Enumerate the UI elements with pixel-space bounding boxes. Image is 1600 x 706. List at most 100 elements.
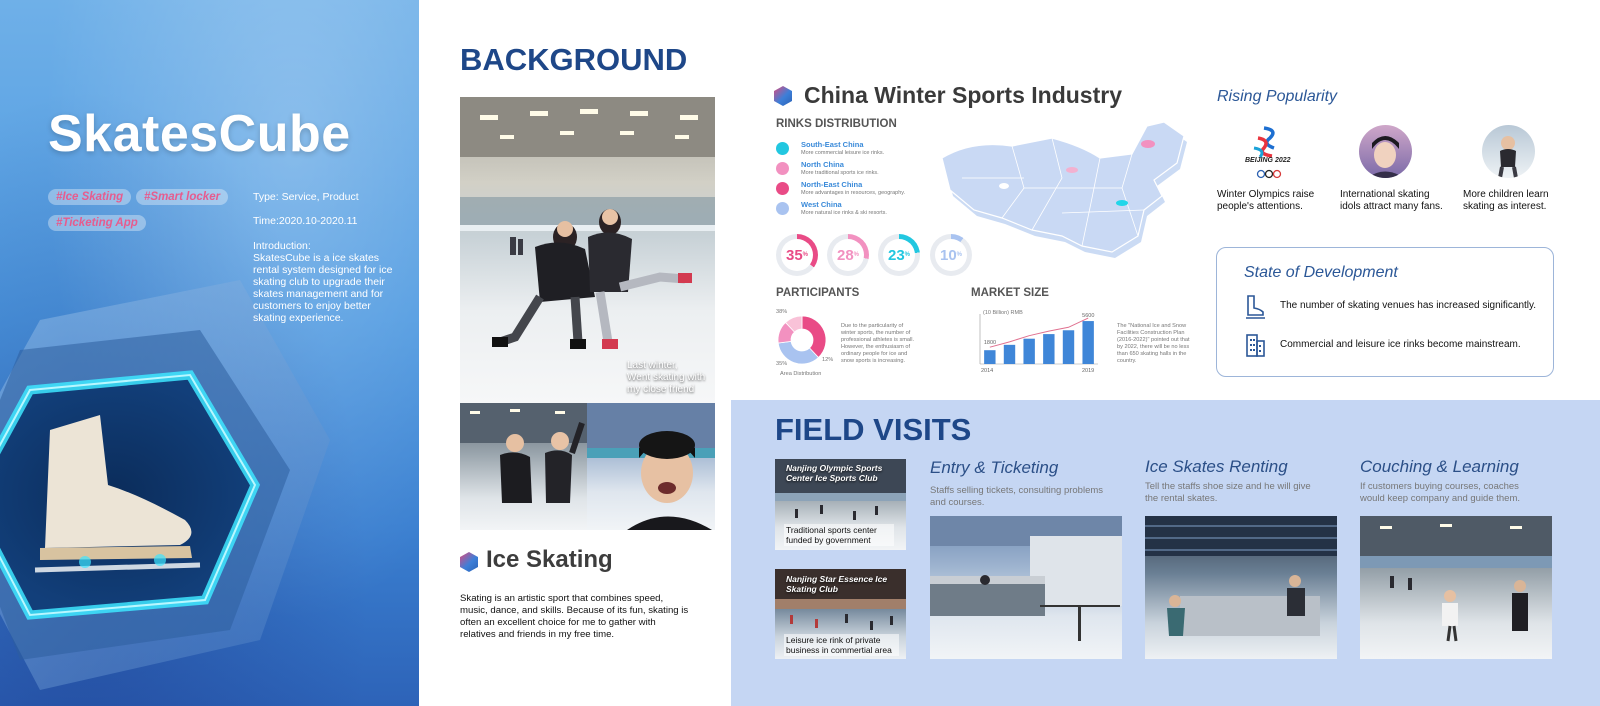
project-intro: Introduction: SkatesCube is a ice skates… [253,240,393,324]
participants-area-caption: Area Distribution [780,371,822,377]
percentage-ring-south-east: 23% [878,234,920,276]
intro-text: SkatesCube is a ice skates rental system… [253,252,393,324]
step-desc-learning: If customers buying courses, coaches wou… [1360,481,1521,504]
skating-photo-main: Last winter, Went skating with my close … [460,97,715,403]
olympic-rink-scene [775,459,906,520]
percentage-value: 28% [832,239,864,271]
percentage-ring-north: 28% [827,234,869,276]
club-name-star-essence: Nanjing Star Essence Ice Skating Club [786,574,888,594]
skate-icon [1246,295,1265,319]
hero-panel: SkatesCube #Ice Skating #Smart locker #T… [0,0,419,706]
rink-region-name: North China [801,160,844,169]
rink-region-desc: More commercial leisure ice rinks. [801,150,885,156]
rink-region-desc: More natural ice rinks & ski resorts. [801,210,887,216]
club-photo-star-essence: Nanjing Star Essence Ice Skating Club Le… [775,569,906,659]
rink-region-name: South-East China [801,140,864,149]
tag-ice-skating: #Ice Skating [48,189,132,205]
caption-line-1: Last winter, [627,360,678,371]
skate-rental-scene [1145,516,1337,636]
market-size-label: MARKET SIZE [971,287,1049,299]
skating-idol-avatar [1359,125,1412,178]
club-photo-olympic-center: Nanjing Olympic Sports Center Ice Sports… [775,459,906,550]
china-map [941,121,1187,258]
idol-portrait [1367,136,1404,178]
rink-region-name: West China [801,200,842,209]
beijing-2022-logo [1253,126,1282,179]
ice-skating-heading: Ice Skating [486,546,613,573]
tag-smart-locker: #Smart locker [136,189,229,205]
pie-slice-0 [801,315,827,359]
percentage-value: 23% [883,239,915,271]
market-trend-line [989,317,1089,348]
market-size-bar-chart: (10 Billion) RMB 1800 5600 2014 2019 [979,310,1098,374]
club-name-olympic: Nanjing Olympic Sports Center Ice Sports… [786,463,883,483]
rink-region-desc: More traditional sports ice rinks. [801,170,879,176]
rising-popularity-heading: Rising Popularity [1217,88,1338,105]
market-bar-2017 [1043,334,1055,364]
popularity-caption-olympics: Winter Olympics raise people's attention… [1217,189,1315,212]
state-item-venues: The number of skating venues has increas… [1280,300,1537,311]
participants-pct-left: 35% [776,361,788,367]
x-tick-label: 2019 [1082,368,1094,374]
popularity-caption-children: More children learn skating as interest. [1463,189,1549,212]
state-of-development-card [1216,247,1554,377]
market-bar-2019 [1082,321,1094,364]
legend-dot [776,162,789,175]
caption-line-2: Went skating with [627,372,706,383]
hexagon-bullet-icon [774,86,792,106]
legend-dot [776,182,789,195]
hexagon-bullet-icon [460,552,478,572]
caption-line-3: my close friend [627,384,695,395]
step-desc-renting: Tell the staffs shoe size and he will gi… [1145,481,1311,504]
building-icon [1246,334,1265,357]
pie-slice-3 [785,315,803,333]
ice-skating-description: Skating is an artistic sport that combin… [460,593,689,640]
market-bar-2018 [1062,330,1075,364]
selfie-scene [587,403,715,530]
market-bar-2015 [1003,344,1016,364]
skating-photo-selfie [587,403,715,530]
coaching-scene [1360,516,1552,642]
beijing-2022-logo-text: BEIJING 2022 [1245,157,1291,164]
rinks-distribution-label: RINKS DISTRIBUTION [776,118,897,130]
rink-scene [460,97,715,349]
club-desc-star-essence: Leisure ice rink of private business in … [784,634,899,656]
skating-photo-friends [460,403,587,530]
child-skater-avatar [1482,125,1535,178]
rink-region-name: North-East China [801,180,863,189]
friends-scene [460,403,587,503]
percentage-value: 35% [781,239,813,271]
club-desc-olympic: Traditional sports center funded by gove… [784,524,894,546]
market-bar-2016 [1023,338,1035,364]
industry-heading: China Winter Sports Industry [804,82,1122,108]
percentage-value: 10% [935,239,967,271]
state-of-development-heading: State of Development [1244,264,1398,281]
legend-dot [776,202,789,215]
participants-note: Due to the particularity of winter sport… [841,323,915,364]
rink-region-desc: More advantages in resources, geography. [801,190,906,196]
participants-pct-right: 12% [822,357,834,363]
project-type: Type: Service, Product [253,191,359,203]
field-visits-heading: FIELD VISITS [775,412,972,447]
legend-dot [776,142,789,155]
participants-pct-top: 38% [776,309,788,315]
intro-label: Introduction: [253,240,311,252]
background-heading: BACKGROUND [460,42,688,77]
participants-pie-chart [777,315,827,365]
market-value-label: 5600 [1082,313,1094,319]
ticket-counter-scene [930,516,1122,641]
step-title-learning: Couching & Learning [1360,457,1519,476]
photo-caption: Last winter, Went skating with my close … [627,360,705,396]
state-item-commercial: Commercial and leisure ice rinks become … [1280,339,1521,350]
step-title-entry: Entry & Ticketing [930,458,1059,477]
percentage-ring-north-east: 35% [776,234,818,276]
tag-ticketing-app: #Ticketing App [48,215,146,231]
participants-label: PARTICIPANTS [776,287,860,299]
step-photo-entry [930,516,1122,659]
app-title: SkatesCube [48,105,351,163]
child-portrait [1498,136,1518,178]
project-time: Time:2020.10-2020.11 [253,215,358,227]
step-desc-entry: Staffs selling tickets, consulting probl… [930,485,1104,508]
market-bar-2014 [984,350,996,364]
percentage-ring-west: 10% [930,234,972,276]
